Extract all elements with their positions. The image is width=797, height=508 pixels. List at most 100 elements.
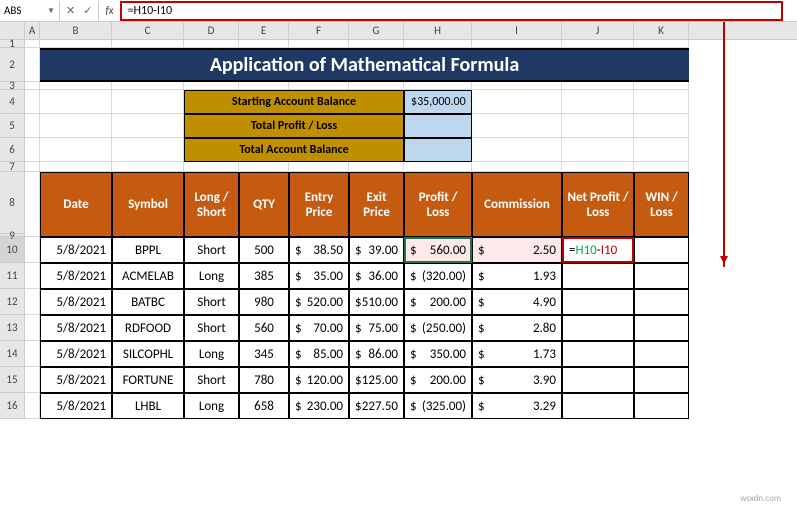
cell[interactable]: BPPL xyxy=(112,237,184,263)
cell[interactable]: $510.00 xyxy=(349,289,404,315)
col-header-F[interactable]: F xyxy=(289,22,349,39)
cell[interactable] xyxy=(634,393,689,419)
cell[interactable]: $(325.00) xyxy=(404,393,472,419)
cell[interactable]: Short xyxy=(184,315,239,341)
cell[interactable]: Short xyxy=(184,237,239,263)
cell[interactable]: $560.00 xyxy=(404,237,472,263)
cell[interactable]: $520.00 xyxy=(289,289,349,315)
name-box[interactable]: ABS ▼ xyxy=(0,1,60,21)
cancel-icon[interactable]: ✕ xyxy=(66,4,75,17)
summary-value[interactable] xyxy=(404,114,472,138)
cell[interactable]: 345 xyxy=(239,341,289,367)
cell[interactable] xyxy=(562,289,634,315)
cell[interactable]: Short xyxy=(184,289,239,315)
cell[interactable]: 5/8/2021 xyxy=(40,393,112,419)
cell[interactable]: Short xyxy=(184,367,239,393)
cell[interactable] xyxy=(562,367,634,393)
cell[interactable]: $3.29 xyxy=(472,393,562,419)
cell[interactable]: $35.00 xyxy=(289,263,349,289)
cell[interactable]: $(250.00) xyxy=(404,315,472,341)
cell[interactable]: $39.00 xyxy=(349,237,404,263)
cell[interactable]: $2.50 xyxy=(472,237,562,263)
cell[interactable]: $3.90 xyxy=(472,367,562,393)
cell[interactable]: Long xyxy=(184,393,239,419)
row-header-13[interactable]: 13 xyxy=(0,315,25,341)
row-header-7[interactable]: 7 xyxy=(0,162,25,172)
cell[interactable]: 5/8/2021 xyxy=(40,263,112,289)
row-header-11[interactable]: 11 xyxy=(0,263,25,289)
cell[interactable]: 5/8/2021 xyxy=(40,367,112,393)
cell[interactable]: $75.00 xyxy=(349,315,404,341)
grid-area[interactable]: Application of Mathematical FormulaStart… xyxy=(25,40,797,419)
row-header-1[interactable]: 1 xyxy=(0,40,25,48)
cell[interactable]: $2.80 xyxy=(472,315,562,341)
cell[interactable]: =H10-I10 xyxy=(562,237,634,263)
row-header-8[interactable]: 8 xyxy=(0,172,25,234)
cell[interactable]: RDFOOD xyxy=(112,315,184,341)
cell[interactable]: $1.93 xyxy=(472,263,562,289)
cell[interactable]: $70.00 xyxy=(289,315,349,341)
cell[interactable]: $200.00 xyxy=(404,289,472,315)
cell[interactable]: 5/8/2021 xyxy=(40,237,112,263)
row-header-6[interactable]: 6 xyxy=(0,138,25,162)
cell[interactable]: $1.73 xyxy=(472,341,562,367)
cell[interactable]: 560 xyxy=(239,315,289,341)
cell[interactable] xyxy=(634,237,689,263)
cell[interactable] xyxy=(634,289,689,315)
summary-value[interactable]: $35,000.00 xyxy=(404,90,472,114)
col-header-E[interactable]: E xyxy=(239,22,289,39)
cell[interactable]: SILCOPHL xyxy=(112,341,184,367)
cell[interactable]: $227.50 xyxy=(349,393,404,419)
summary-value[interactable] xyxy=(404,138,472,162)
col-header-C[interactable]: C xyxy=(112,22,184,39)
cell[interactable] xyxy=(562,341,634,367)
row-header-15[interactable]: 15 xyxy=(0,367,25,393)
fx-icon[interactable]: fx xyxy=(99,4,119,17)
col-header-J[interactable]: J xyxy=(562,22,634,39)
cell[interactable] xyxy=(562,393,634,419)
cell[interactable]: 5/8/2021 xyxy=(40,289,112,315)
row-header-3[interactable]: 3 xyxy=(0,82,25,90)
cell[interactable]: 780 xyxy=(239,367,289,393)
cell[interactable]: 385 xyxy=(239,263,289,289)
cell[interactable] xyxy=(634,367,689,393)
cell[interactable]: $200.00 xyxy=(404,367,472,393)
cell[interactable] xyxy=(634,315,689,341)
cell[interactable] xyxy=(562,315,634,341)
col-header-H[interactable]: H xyxy=(404,22,472,39)
row-header-12[interactable]: 12 xyxy=(0,289,25,315)
col-header-I[interactable]: I xyxy=(472,22,562,39)
cell[interactable] xyxy=(634,263,689,289)
col-header-D[interactable]: D xyxy=(184,22,239,39)
col-header-G[interactable]: G xyxy=(349,22,404,39)
cell[interactable]: $36.00 xyxy=(349,263,404,289)
cell[interactable]: 5/8/2021 xyxy=(40,315,112,341)
cell[interactable] xyxy=(562,263,634,289)
cell[interactable]: 500 xyxy=(239,237,289,263)
cell[interactable]: $350.00 xyxy=(404,341,472,367)
cell[interactable]: LHBL xyxy=(112,393,184,419)
row-header-14[interactable]: 14 xyxy=(0,341,25,367)
cell[interactable]: $86.00 xyxy=(349,341,404,367)
cell[interactable]: Long xyxy=(184,263,239,289)
cell[interactable]: $38.50 xyxy=(289,237,349,263)
cell[interactable]: $230.00 xyxy=(289,393,349,419)
row-header-16[interactable]: 16 xyxy=(0,393,25,419)
formula-bar[interactable]: =H10-I10 xyxy=(120,1,783,21)
cell[interactable]: $(320.00) xyxy=(404,263,472,289)
cell[interactable] xyxy=(634,341,689,367)
cell[interactable]: BATBC xyxy=(112,289,184,315)
name-box-dropdown-icon[interactable]: ▼ xyxy=(47,6,55,16)
col-header-B[interactable]: B xyxy=(40,22,112,39)
cell[interactable]: $125.00 xyxy=(349,367,404,393)
cell[interactable]: ACMELAB xyxy=(112,263,184,289)
cell[interactable]: Long xyxy=(184,341,239,367)
row-header-5[interactable]: 5 xyxy=(0,114,25,138)
row-header-4[interactable]: 4 xyxy=(0,90,25,114)
cell[interactable]: FORTUNE xyxy=(112,367,184,393)
cell[interactable]: 5/8/2021 xyxy=(40,341,112,367)
cell[interactable]: $85.00 xyxy=(289,341,349,367)
cell[interactable]: $120.00 xyxy=(289,367,349,393)
confirm-icon[interactable]: ✓ xyxy=(83,4,92,17)
row-header-2[interactable]: 2 xyxy=(0,48,25,82)
